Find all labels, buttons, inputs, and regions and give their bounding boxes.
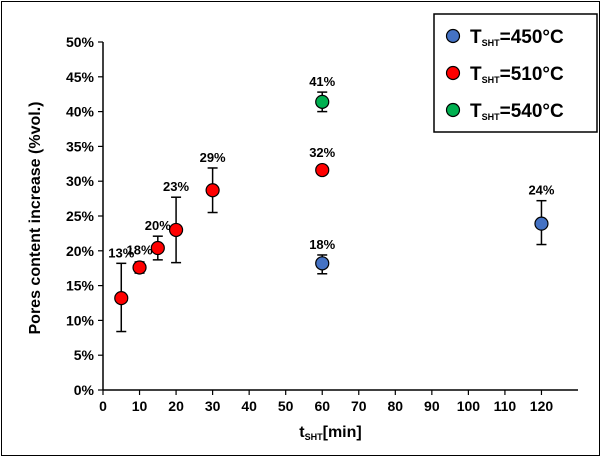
legend-label-sub: SHT xyxy=(482,75,501,85)
x-tick-label: 110 xyxy=(494,398,517,414)
legend-label-main: T xyxy=(470,64,482,85)
data-point xyxy=(534,216,549,231)
y-tick-label: 5% xyxy=(74,347,95,363)
legend-label-rest: =540°C xyxy=(500,101,564,122)
y-tick-label: 45% xyxy=(66,69,95,85)
data-label: 13% xyxy=(108,245,134,260)
legend-box xyxy=(433,13,598,133)
data-label: 18% xyxy=(127,243,153,258)
legend-label-rest: =450°C xyxy=(500,27,564,48)
x-tick-label: 90 xyxy=(424,398,440,414)
y-axis-title: Pores content increase (%vol.) xyxy=(27,102,44,335)
y-tick-label: 20% xyxy=(66,243,95,259)
y-tick-label: 35% xyxy=(66,138,95,154)
data-point xyxy=(315,256,330,271)
data-label: 41% xyxy=(309,74,335,89)
data-point xyxy=(315,162,330,178)
x-tick-label: 120 xyxy=(530,398,554,414)
x-tick-label: 60 xyxy=(314,398,330,414)
data-point xyxy=(150,240,165,256)
legend-label: TSHT=450°C xyxy=(470,27,564,48)
data-label: 23% xyxy=(163,179,189,194)
data-label: 29% xyxy=(200,150,226,165)
x-tick-label: 100 xyxy=(457,398,481,414)
x-tick-label: 70 xyxy=(351,398,367,414)
data-point xyxy=(315,94,330,109)
legend-label-main: T xyxy=(470,27,482,48)
y-tick-label: 25% xyxy=(66,208,95,224)
legend-label-sub: SHT xyxy=(482,112,501,122)
x-tick-label: 10 xyxy=(132,398,148,414)
y-tick-label: 15% xyxy=(66,278,95,294)
legend-marker xyxy=(445,102,461,118)
x-tick-label: 40 xyxy=(241,398,257,414)
data-label: 24% xyxy=(528,183,554,198)
x-axis-title-sub: SHT xyxy=(305,432,324,442)
y-tick-label: 40% xyxy=(66,104,95,120)
x-tick-label: 30 xyxy=(205,398,221,414)
y-tick-label: 50% xyxy=(66,34,95,50)
y-tick-label: 30% xyxy=(66,173,95,189)
legend-marker xyxy=(445,28,461,44)
legend-label: TSHT=510°C xyxy=(470,64,564,85)
y-tick-label: 0% xyxy=(74,382,95,398)
x-tick-label: 20 xyxy=(168,398,184,414)
data-point xyxy=(168,222,184,238)
data-point xyxy=(132,260,147,275)
x-axis-title: tSHT[min] xyxy=(299,424,361,442)
legend-label-sub: SHT xyxy=(482,38,501,48)
x-tick-label: 50 xyxy=(278,398,294,414)
legend-label-main: T xyxy=(470,101,482,122)
x-tick-label: 0 xyxy=(99,398,107,414)
x-tick-label: 80 xyxy=(388,398,404,414)
data-label: 32% xyxy=(309,145,335,160)
x-axis-title-main: t xyxy=(299,424,305,441)
data-label: 20% xyxy=(145,218,171,233)
legend-label: TSHT=540°C xyxy=(470,101,564,122)
data-point xyxy=(114,291,129,306)
data-label: 18% xyxy=(309,237,335,252)
x-axis-title-unit: [min] xyxy=(323,424,362,441)
legend-label-rest: =510°C xyxy=(500,64,564,85)
legend-marker xyxy=(445,65,461,81)
y-tick-label: 10% xyxy=(66,312,95,328)
data-point xyxy=(205,183,220,198)
